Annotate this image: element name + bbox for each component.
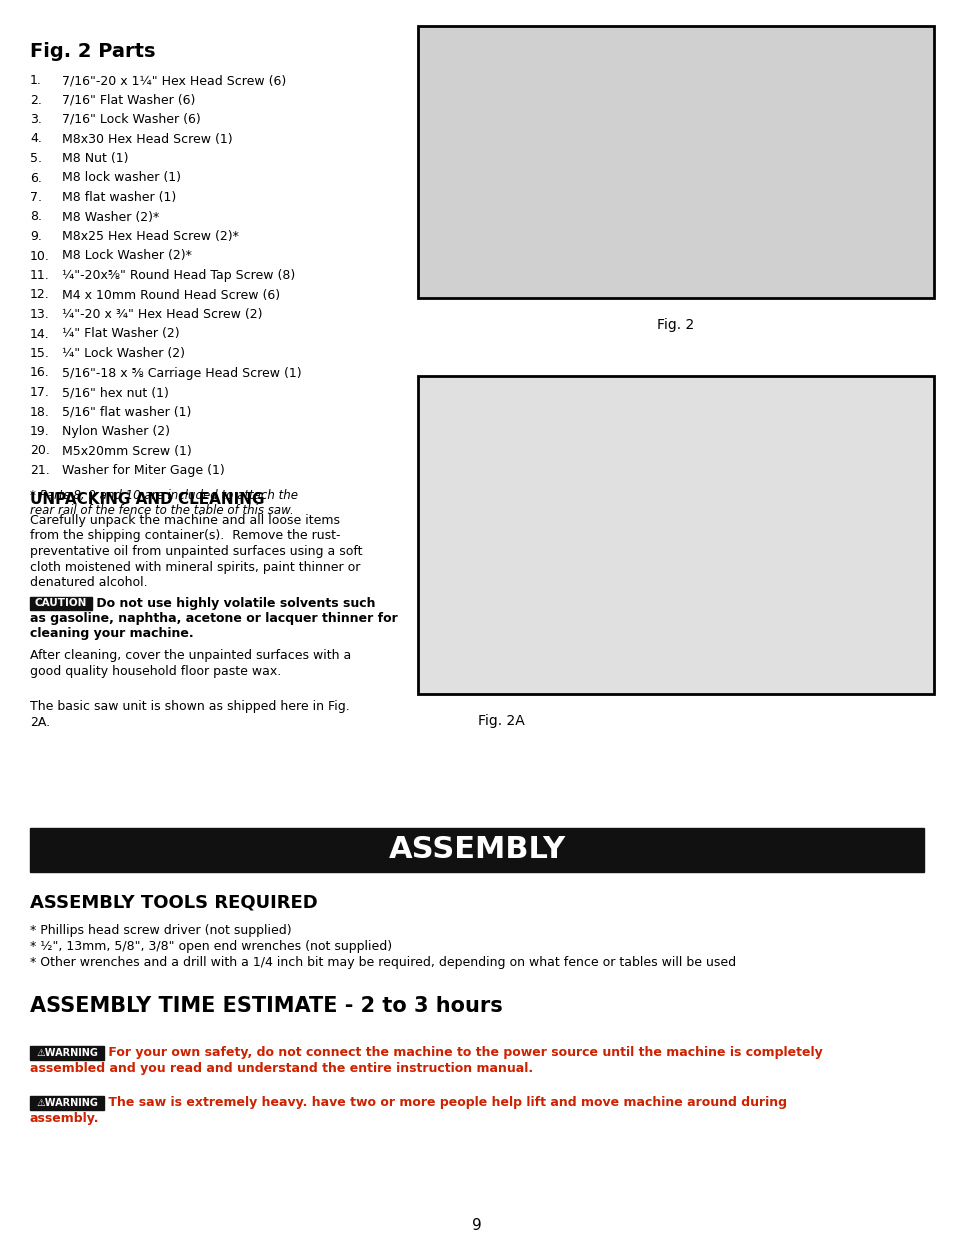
Text: ¼"-20x⅝" Round Head Tap Screw (8): ¼"-20x⅝" Round Head Tap Screw (8) <box>62 269 294 282</box>
Text: The basic saw unit is shown as shipped here in Fig.: The basic saw unit is shown as shipped h… <box>30 700 350 713</box>
Text: * ½", 13mm, 5/8", 3/8" open end wrenches (not supplied): * ½", 13mm, 5/8", 3/8" open end wrenches… <box>30 940 392 953</box>
Text: 21.: 21. <box>30 464 50 477</box>
Text: M8 Lock Washer (2)*: M8 Lock Washer (2)* <box>62 249 192 263</box>
Text: M5x20mm Screw (1): M5x20mm Screw (1) <box>62 445 192 457</box>
Text: M8 Washer (2)*: M8 Washer (2)* <box>62 210 159 224</box>
Text: from the shipping container(s).  Remove the rust-: from the shipping container(s). Remove t… <box>30 530 340 542</box>
Text: good quality household floor paste wax.: good quality household floor paste wax. <box>30 664 281 678</box>
Text: 5/16" hex nut (1): 5/16" hex nut (1) <box>62 387 169 399</box>
Text: M8x30 Hex Head Screw (1): M8x30 Hex Head Screw (1) <box>62 132 233 146</box>
Text: M8 Nut (1): M8 Nut (1) <box>62 152 129 165</box>
Text: 9: 9 <box>472 1218 481 1233</box>
Text: M8x25 Hex Head Screw (2)*: M8x25 Hex Head Screw (2)* <box>62 230 238 243</box>
Text: as gasoline, naphtha, acetone or lacquer thinner for: as gasoline, naphtha, acetone or lacquer… <box>30 613 397 625</box>
Text: Carefully unpack the machine and all loose items: Carefully unpack the machine and all loo… <box>30 514 339 527</box>
Text: Fig. 2A: Fig. 2A <box>477 714 524 727</box>
Text: 12.: 12. <box>30 289 50 301</box>
Text: After cleaning, cover the unpainted surfaces with a: After cleaning, cover the unpainted surf… <box>30 650 351 662</box>
Text: 8.: 8. <box>30 210 42 224</box>
Bar <box>417 375 933 694</box>
Text: Do not use highly volatile solvents such: Do not use highly volatile solvents such <box>91 597 375 610</box>
Text: For your own safety, do not connect the machine to the power source until the ma: For your own safety, do not connect the … <box>104 1046 821 1058</box>
Text: assembly.: assembly. <box>30 1112 99 1125</box>
Text: 2.: 2. <box>30 94 42 106</box>
Text: Nylon Washer (2): Nylon Washer (2) <box>62 425 170 438</box>
Text: ¼" Flat Washer (2): ¼" Flat Washer (2) <box>62 327 179 341</box>
Text: preventative oil from unpainted surfaces using a soft: preventative oil from unpainted surfaces… <box>30 545 362 558</box>
Text: 7/16" Flat Washer (6): 7/16" Flat Washer (6) <box>62 94 195 106</box>
Text: Washer for Miter Gage (1): Washer for Miter Gage (1) <box>62 464 225 477</box>
Text: 19.: 19. <box>30 425 50 438</box>
Text: 18.: 18. <box>30 405 50 419</box>
Text: 10.: 10. <box>30 249 50 263</box>
Bar <box>417 26 933 298</box>
Text: cleaning your machine.: cleaning your machine. <box>30 627 193 641</box>
Text: 7/16" Lock Washer (6): 7/16" Lock Washer (6) <box>62 112 200 126</box>
Bar <box>30 597 91 610</box>
Text: 15.: 15. <box>30 347 50 359</box>
Bar <box>30 827 923 872</box>
Text: M8 flat washer (1): M8 flat washer (1) <box>62 191 176 204</box>
Text: rear rail of the fence to the table of this saw.: rear rail of the fence to the table of t… <box>30 505 294 517</box>
Text: ASSEMBLY TIME ESTIMATE - 2 to 3 hours: ASSEMBLY TIME ESTIMATE - 2 to 3 hours <box>30 995 502 1016</box>
Text: denatured alcohol.: denatured alcohol. <box>30 576 148 589</box>
Text: ¼" Lock Washer (2): ¼" Lock Washer (2) <box>62 347 185 359</box>
Text: ⚠WARNING: ⚠WARNING <box>36 1098 98 1108</box>
Text: cloth moistened with mineral spirits, paint thinner or: cloth moistened with mineral spirits, pa… <box>30 561 360 573</box>
Text: ¼"-20 x ¾" Hex Head Screw (2): ¼"-20 x ¾" Hex Head Screw (2) <box>62 308 262 321</box>
Text: 20.: 20. <box>30 445 50 457</box>
Text: 1.: 1. <box>30 74 42 86</box>
Text: 3.: 3. <box>30 112 42 126</box>
Text: 7/16"-20 x 1¼" Hex Head Screw (6): 7/16"-20 x 1¼" Hex Head Screw (6) <box>62 74 286 86</box>
Text: Fig. 2: Fig. 2 <box>657 317 694 332</box>
Text: * Phillips head screw driver (not supplied): * Phillips head screw driver (not suppli… <box>30 924 292 937</box>
Text: M4 x 10mm Round Head Screw (6): M4 x 10mm Round Head Screw (6) <box>62 289 280 301</box>
Text: * Other wrenches and a drill with a 1/4 inch bit may be required, depending on w: * Other wrenches and a drill with a 1/4 … <box>30 956 736 969</box>
Text: 5/16" flat washer (1): 5/16" flat washer (1) <box>62 405 192 419</box>
Text: 16.: 16. <box>30 367 50 379</box>
Text: assembled and you read and understand the entire instruction manual.: assembled and you read and understand th… <box>30 1062 533 1074</box>
Text: 9.: 9. <box>30 230 42 243</box>
Text: UNPACKING AND CLEANING: UNPACKING AND CLEANING <box>30 492 264 508</box>
Text: 6.: 6. <box>30 172 42 184</box>
Text: 11.: 11. <box>30 269 50 282</box>
Text: 4.: 4. <box>30 132 42 146</box>
Text: ASSEMBLY: ASSEMBLY <box>388 836 565 864</box>
Text: 13.: 13. <box>30 308 50 321</box>
Text: 7.: 7. <box>30 191 42 204</box>
Text: Fig. 2 Parts: Fig. 2 Parts <box>30 42 155 61</box>
Text: * Parts 8, 9 and 10 are included to attach the: * Parts 8, 9 and 10 are included to atta… <box>30 489 297 503</box>
Bar <box>30 1046 104 1060</box>
Bar <box>30 1095 104 1110</box>
Text: 5/16"-18 x ⅝ Carriage Head Screw (1): 5/16"-18 x ⅝ Carriage Head Screw (1) <box>62 367 301 379</box>
Text: 14.: 14. <box>30 327 50 341</box>
Text: 17.: 17. <box>30 387 50 399</box>
Text: The saw is extremely heavy. have two or more people help lift and move machine a: The saw is extremely heavy. have two or … <box>104 1095 786 1109</box>
Text: ⚠WARNING: ⚠WARNING <box>36 1049 98 1058</box>
Text: 5.: 5. <box>30 152 42 165</box>
Text: CAUTION: CAUTION <box>34 598 87 608</box>
Text: ASSEMBLY TOOLS REQUIRED: ASSEMBLY TOOLS REQUIRED <box>30 894 317 911</box>
Text: 2A.: 2A. <box>30 715 51 729</box>
Text: M8 lock washer (1): M8 lock washer (1) <box>62 172 181 184</box>
